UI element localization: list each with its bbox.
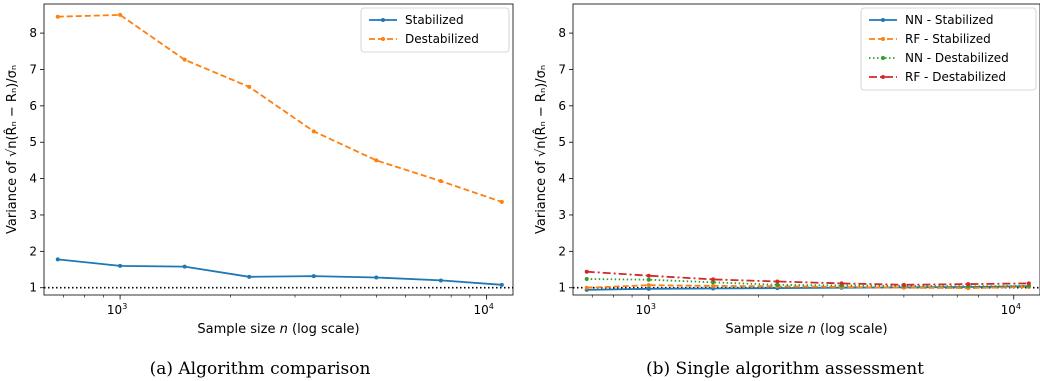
data-point xyxy=(374,158,379,163)
data-point xyxy=(966,282,971,287)
data-point xyxy=(711,280,716,285)
legend-entry: NN - Destabilized xyxy=(905,51,1009,65)
data-point xyxy=(438,179,443,184)
legend-box xyxy=(360,7,510,53)
y-tick-label: 7 xyxy=(558,62,566,76)
data-point xyxy=(55,257,60,262)
caption: (a) Algorithm comparison xyxy=(150,359,371,379)
legend-entry: Stabilized xyxy=(405,13,464,27)
series-line-0 xyxy=(57,258,502,286)
y-tick-label: 1 xyxy=(29,281,37,295)
legend-marker xyxy=(381,37,385,41)
data-point xyxy=(118,12,123,17)
data-point xyxy=(247,84,252,89)
series-line-0 xyxy=(586,285,1029,291)
legend-box xyxy=(860,7,1037,91)
data-point xyxy=(646,283,651,288)
data-point xyxy=(182,57,187,62)
plot-frame xyxy=(43,3,514,296)
y-tick-label: 2 xyxy=(29,244,37,258)
legend-marker xyxy=(381,18,385,22)
x-tick-label: 104 xyxy=(1001,302,1021,317)
x-tick-label: 103 xyxy=(107,302,127,317)
data-point xyxy=(584,269,589,274)
data-point xyxy=(775,279,780,284)
series-line-1 xyxy=(57,13,503,203)
legend-marker xyxy=(881,75,885,79)
y-tick-label: 4 xyxy=(558,172,566,186)
legend-entry: RF - Stabilized xyxy=(905,32,991,46)
data-point xyxy=(499,199,504,204)
data-point xyxy=(646,286,651,291)
y-tick-label: 2 xyxy=(558,244,566,258)
y-tick-label: 1 xyxy=(558,281,566,295)
data-point xyxy=(775,282,780,287)
data-point xyxy=(438,278,443,283)
caption: (b) Single algorithm assessment xyxy=(646,359,924,379)
series-line-1 xyxy=(586,284,1029,290)
y-axis-label: Variance of √n(R̂ₙ − Rₙ)/σₙ xyxy=(534,65,549,234)
legend-marker xyxy=(881,18,885,22)
y-tick-label: 5 xyxy=(29,135,37,149)
data-point xyxy=(118,263,123,268)
data-point xyxy=(839,281,844,286)
data-point xyxy=(55,14,60,19)
data-point xyxy=(311,129,316,134)
x-axis-label: Sample size n (log scale) xyxy=(197,322,359,337)
legend-marker xyxy=(881,56,885,60)
data-point xyxy=(711,277,716,282)
panel-1: 1 2 3 4 5 6 7 8 103 104 Sample size n (log scale) V… xyxy=(534,3,1040,379)
data-point xyxy=(584,285,589,290)
y-tick-label: 7 xyxy=(29,62,37,76)
panel-0: 1 2 3 4 5 6 7 8 103 104 Sample size n (log scale) V… xyxy=(5,3,514,379)
y-tick-label: 3 xyxy=(558,208,566,222)
y-tick-label: 8 xyxy=(558,26,566,40)
data-point xyxy=(374,275,379,280)
data-point xyxy=(182,264,187,269)
y-tick-label: 4 xyxy=(29,172,37,186)
plot-frame xyxy=(572,3,1040,296)
y-tick-label: 6 xyxy=(29,99,37,113)
data-point xyxy=(584,276,589,281)
y-tick-label: 5 xyxy=(558,135,566,149)
legend-entry: NN - Stabilized xyxy=(905,13,994,27)
data-point xyxy=(646,273,651,278)
legend-entry: RF - Destabilized xyxy=(905,70,1006,84)
data-point xyxy=(311,274,316,279)
data-point xyxy=(646,277,651,282)
y-axis-label: Variance of √n(R̂ₙ − Rₙ)/σₙ xyxy=(5,65,20,234)
data-point xyxy=(901,282,906,287)
x-tick-label: 104 xyxy=(473,302,493,317)
data-point xyxy=(247,274,252,279)
data-point xyxy=(499,282,504,287)
series-line-3 xyxy=(586,270,1029,286)
legend-entry: Destabilized xyxy=(405,32,479,46)
x-tick-label: 103 xyxy=(636,302,656,317)
x-axis-label: Sample size n (log scale) xyxy=(725,322,887,337)
y-tick-label: 8 xyxy=(29,26,37,40)
y-tick-label: 3 xyxy=(29,208,37,222)
data-point xyxy=(711,283,716,288)
y-tick-label: 6 xyxy=(558,99,566,113)
series-line-2 xyxy=(586,278,1029,288)
data-point xyxy=(1026,281,1031,286)
legend-marker xyxy=(881,37,885,41)
